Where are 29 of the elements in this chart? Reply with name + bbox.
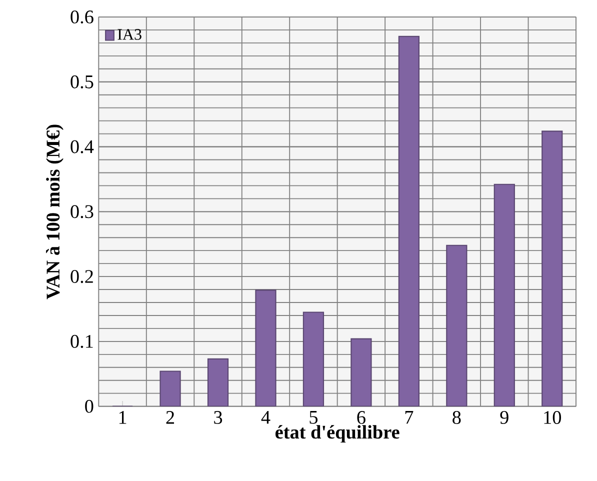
y-tick-label: 0.4 xyxy=(70,140,94,154)
bar xyxy=(446,244,468,406)
bar xyxy=(542,130,563,406)
y-tick-label: 0.3 xyxy=(70,205,94,218)
legend-label: IA3 xyxy=(118,29,142,40)
x-tick-label: 9 xyxy=(500,411,508,424)
x-tick-label: 4 xyxy=(261,411,270,424)
x-tick-label: 1 xyxy=(119,411,126,424)
bar xyxy=(494,184,515,406)
y-tick-label: 0 xyxy=(85,400,94,413)
y-axis-title: VAN à 100 mois (M€) xyxy=(46,124,64,300)
y-tick-label: 0.6 xyxy=(70,10,94,24)
x-tick-label: 8 xyxy=(452,411,461,424)
x-tick-label: 7 xyxy=(405,411,414,424)
bar xyxy=(207,358,229,406)
bar xyxy=(398,36,420,406)
y-tick-label: 0.5 xyxy=(70,75,94,88)
x-tick-label: 3 xyxy=(214,411,222,424)
y-tick-label: 0.1 xyxy=(70,334,93,348)
x-tick-label: 6 xyxy=(357,411,366,424)
bar xyxy=(255,290,276,406)
x-tick-label: 10 xyxy=(544,411,561,424)
bar xyxy=(350,338,372,406)
y-tick-label: 0.2 xyxy=(70,270,93,284)
bar xyxy=(302,312,324,406)
x-tick-label: 2 xyxy=(166,411,174,424)
x-axis-title: état d'équilibre xyxy=(275,425,400,443)
bar xyxy=(160,370,181,406)
x-tick-label: 5 xyxy=(310,411,318,424)
